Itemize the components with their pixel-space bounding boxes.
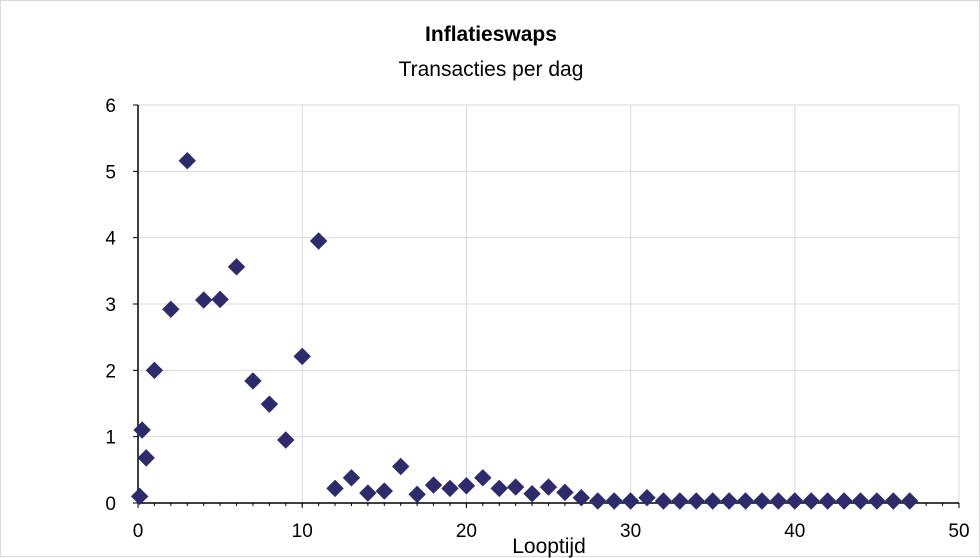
data-point: [556, 483, 574, 502]
data-point: [786, 492, 804, 510]
data-point: [441, 479, 459, 498]
data-point: [818, 492, 837, 510]
data-point: [835, 492, 853, 510]
data-point: [244, 372, 262, 390]
data-point: [506, 478, 525, 496]
data-point: [736, 492, 755, 510]
data-point: [720, 492, 738, 510]
axes: [133, 104, 960, 508]
data-point: [178, 152, 196, 170]
data-point: [687, 492, 705, 510]
data-point: [342, 469, 361, 487]
y-tick-label: 0: [105, 494, 116, 515]
gridlines: [138, 104, 960, 503]
data-point: [133, 421, 151, 439]
data-point: [326, 479, 344, 498]
data-point: [293, 347, 311, 366]
data-point: [802, 492, 820, 510]
data-point: [359, 484, 377, 502]
data-point: [227, 258, 246, 276]
data-point: [457, 477, 476, 495]
data-point: [375, 482, 394, 500]
x-tick-label: 40: [784, 521, 805, 542]
data-point: [162, 300, 180, 319]
data-point: [408, 485, 426, 504]
data-point: [638, 488, 656, 507]
x-tick-label: 30: [620, 521, 641, 542]
y-tick-label: 5: [105, 162, 116, 183]
data-point: [621, 492, 640, 510]
data-point: [130, 487, 149, 506]
data-point: [392, 457, 410, 476]
data-point: [868, 492, 886, 510]
data-point: [851, 492, 870, 510]
data-point: [490, 479, 508, 498]
data-point: [137, 449, 155, 467]
data-point: [884, 492, 903, 510]
data-point: [145, 361, 164, 380]
data-point: [589, 492, 607, 510]
data-points: [130, 152, 919, 510]
data-point: [523, 485, 541, 503]
data-point: [901, 492, 919, 510]
y-tick-label: 3: [105, 295, 116, 316]
data-point: [671, 492, 689, 510]
data-point: [703, 492, 722, 510]
data-point: [260, 395, 279, 413]
data-point: [753, 492, 771, 510]
data-point: [572, 488, 591, 507]
x-tick-label: 20: [456, 521, 477, 542]
data-point: [424, 476, 443, 494]
x-tick-label: 0: [133, 521, 144, 542]
x-tick-label: 10: [292, 521, 313, 542]
y-tick-label: 2: [105, 361, 116, 382]
data-point: [654, 492, 673, 510]
y-tick-label: 4: [105, 229, 116, 250]
chart-subtitle: Transacties per dag: [398, 58, 584, 81]
chart-title: Inflatieswaps: [425, 23, 557, 46]
y-tick-label: 1: [105, 428, 116, 449]
data-point: [605, 492, 623, 510]
data-point: [194, 291, 213, 309]
x-tick-label: 50: [948, 521, 969, 542]
x-axis-label: Looptijd: [512, 535, 586, 558]
data-point: [309, 232, 328, 250]
data-point: [277, 431, 295, 449]
y-tick-label: 6: [105, 96, 116, 117]
data-point: [539, 478, 558, 496]
tick-labels: 0 1 2 3 4 5 6 0 10 20 30 40 50: [105, 96, 969, 542]
data-point: [474, 469, 492, 487]
data-point: [211, 290, 229, 309]
data-point: [769, 492, 788, 510]
